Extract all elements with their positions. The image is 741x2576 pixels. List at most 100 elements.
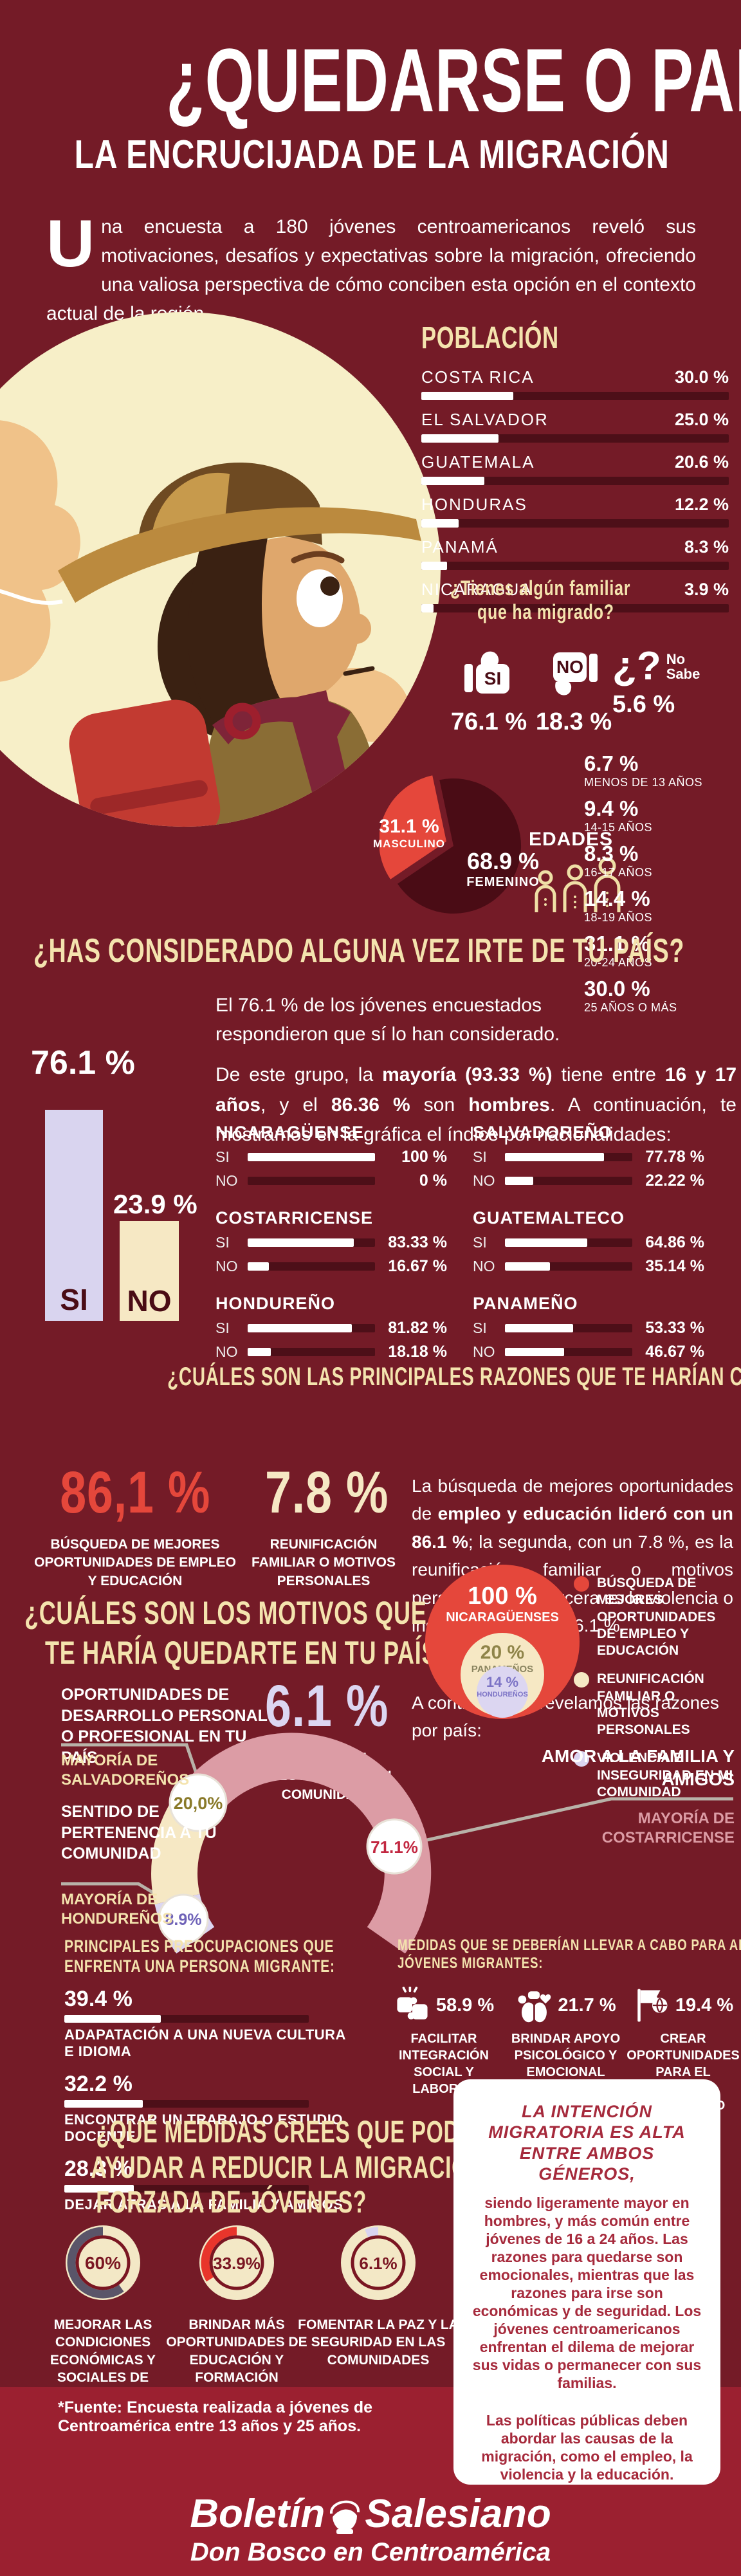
age-value: 30.0 % (584, 977, 650, 1000)
apoyo-value: 21.7 % (558, 1994, 616, 2016)
conclusion-box: LA INTENCIÓN MIGRATORIA ES ALTA ENTRE AM… (453, 2079, 720, 2485)
si-bar-label: SI (60, 1283, 88, 1316)
no-row: NO 0 % (215, 1172, 447, 1190)
preocupaciones-title2: ENFRENTA UNA PERSONA MIGRANTE: (64, 1956, 335, 1976)
gauge-sub-salvadorenos: MAYORÍA DE SALVADOREÑOS (61, 1752, 190, 1789)
age-value: 9.4 % (584, 796, 639, 820)
considerado-p1: El 76.1 % de los jóvenes encuestados res… (215, 995, 560, 1045)
poblacion-row: GUATEMALA 20.6 % (421, 452, 729, 485)
nosabe-label1: No (666, 650, 686, 667)
svg-text:8.9%: 8.9% (165, 1911, 202, 1929)
intro-text: na encuesta a 180 jóvenes centroamerican… (46, 216, 696, 324)
no-row: NO 16.67 % (215, 1257, 447, 1275)
masc-value: 31.1 % (379, 816, 439, 837)
gauge-label-pertenencia: SENTIDO DE PERTENENCIA A TU COMUNIDAD (61, 1803, 217, 1863)
si-row: SI 83.33 % (215, 1233, 447, 1251)
brand-boletin: Boletín (190, 2492, 325, 2536)
boy-illustration-art (0, 420, 421, 827)
country-label: COSTA RICA (421, 367, 535, 387)
no-row: NO 18.18 % (215, 1343, 447, 1361)
footer-logo: Boletín Salesiano Don Bosco en Centroamé… (0, 2491, 741, 2567)
apoyo-value: 19.4 % (675, 1994, 734, 2016)
legend-dot (574, 1576, 589, 1592)
preocupaciones-section: PRINCIPALES PREOCUPACIONES QUE ENFRENTA … (64, 1937, 347, 2213)
legend-item: VIOLENCIA E INSEGURIDAD EN MI COMUNIDAD (574, 1750, 738, 1801)
razon-value: 7.8 % (265, 1460, 389, 1525)
nacionalidad-name: GUATEMALTECO (473, 1208, 625, 1228)
preocupacion-value: 32.2 % (64, 2072, 133, 2096)
poblacion-section: POBLACIÓN COSTA RICA 30.0 % EL SALVADOR 25… (421, 320, 729, 622)
considerado-no-value: 23.9 % (113, 1189, 197, 1219)
nacionalidad-name: COSTARRICENSE (215, 1208, 374, 1228)
age-value: 14.4 % (584, 887, 650, 910)
country-label: NICARAGUA (421, 580, 533, 599)
preocupacion-bar (64, 2015, 309, 2023)
pais-circle-value: 14 % (486, 1674, 519, 1690)
country-bar (421, 604, 729, 612)
apoyo-title1: MEDIDAS QUE SE DEBERÍAN LLEVAR A CABO PA… (398, 1937, 741, 1954)
donut-label: FOMENTAR LA PAZ Y LA SEGURIDAD EN LAS CO… (298, 2317, 459, 2368)
preocupacion-label: ENCONTRAR UN TRABAJO O ESTUDIO DOCENTE (64, 2111, 343, 2144)
country-label: PANAMÁ (421, 537, 499, 557)
familiar-heading-line1: ¿Tienes algún familiar (450, 576, 631, 600)
country-value: 25.0 % (674, 410, 729, 429)
nosabe-label2: Sabe (666, 665, 700, 682)
preocupacion-item: 39.4 % ADAPATACIÓN A UNA NUEVA CULTURA E… (64, 1987, 347, 2060)
reducir-title: ¿QUÉ MEDIDAS CREES QUE PODRÍAN AYUDAR A … (6, 2115, 513, 2221)
razon-stat-2: 7.8 % REUNIFICACIÓN FAMILIAR O MOTIVOS P… (250, 1459, 398, 1590)
apoyo-item: 58.9 % FACILITAR INTEGRACIÓN SOCIAL Y LA… (386, 1987, 502, 2097)
conclusion-p1: siendo ligeramente mayor en hombres, y m… (472, 2194, 702, 2392)
pais-circle-honduras: 14 % HONDUREÑOS (477, 1666, 528, 1718)
apoyo-value: 58.9 % (435, 1994, 495, 2016)
country-bar (421, 434, 729, 443)
familiar-si-value: 76.1 % (450, 708, 527, 735)
familiar-no: NO 18.3 % (535, 645, 612, 736)
motivos-gauge-chart: 20,0% 8.9% 71.1% (151, 1733, 432, 1954)
familiar-si: SI 76.1 % (450, 645, 527, 736)
razones-title: ¿CUÁLES SON LAS PRINCIPALES RAZONES QUE … (167, 1363, 741, 1391)
svg-text:20,0%: 20,0% (174, 1794, 223, 1813)
legend-dot (574, 1751, 589, 1767)
apoyo-label: FACILITAR INTEGRACIÓN SOCIAL Y LABORAL (399, 2032, 489, 2096)
donut-chart-educacion: 33.9% (199, 2225, 274, 2300)
preocupacion-item: 28.3 % DEJAR ATRÁS A LA FAMILIA Y AMIGOS (64, 2157, 347, 2213)
thumb-down-icon: NO (553, 652, 598, 695)
mind-icon (518, 1991, 551, 2023)
pais-circle-value: 100 % (468, 1583, 537, 1610)
edades-list: 6.7 % MENOS DE 13 AÑOS 9.4 % 14-15 AÑOS … (584, 751, 741, 1015)
nacionalidad-name: PANAMEÑO (473, 1294, 578, 1313)
considerado-si-bar: SI (45, 1110, 103, 1321)
considerado-no-bar: NO (120, 1221, 179, 1321)
svg-text:71.1%: 71.1% (370, 1837, 418, 1857)
pais-legend: BÚSQUEDA DE MEJORES OPORTUNIDADES DE EMP… (574, 1575, 738, 1812)
nacionalidad-cell: SALVADOREÑO SI 77.78 % NO 22.22 % (473, 1123, 704, 1190)
reducir-title2: AYUDAR A REDUCIR LA MIGRACIÓN (91, 2150, 485, 2185)
nacionalidad-cell: PANAMEÑO SI 53.33 % NO 46.67 % (473, 1294, 704, 1361)
svg-text:60%: 60% (85, 2253, 121, 2273)
razon-label: BÚSQUEDA DE MEJORES OPORTUNIDADES DE EMP… (34, 1537, 236, 1588)
legend-item: BÚSQUEDA DE MEJORES OPORTUNIDADES DE EMP… (574, 1575, 738, 1659)
apoyo-section: MEDIDAS QUE SE DEBERÍAN LLEVAR A CABO PA… (398, 1937, 741, 1973)
razon-value: 6.1 % (265, 1673, 389, 1739)
nacionalidad-cell: HONDUREÑO SI 81.82 % NO 18.18 % (215, 1294, 447, 1361)
preocupacion-value: 39.4 % (64, 1987, 133, 2011)
people-icon (535, 857, 621, 912)
country-bar (421, 477, 729, 485)
svg-text:6.1%: 6.1% (359, 2254, 397, 2273)
legend-dot (574, 1672, 589, 1688)
title-text: ¿QUEDARSE O PARTIR?, (166, 30, 741, 131)
country-value: 12.2 % (674, 495, 729, 514)
gauge-label-oportunidades: OPORTUNIDADES DE DESARROLLO PERSONAL O P… (61, 1686, 268, 1767)
familiar-section: ¿Tienes algún familiar que ha migrado? (450, 576, 733, 624)
boy-illustration (0, 312, 441, 827)
age-item: 6.7 % MENOS DE 13 AÑOS (584, 751, 741, 789)
pais-circle-label: HONDUREÑOS (477, 1691, 528, 1698)
fem-label: FEMENINO (466, 875, 540, 889)
familiar-nosabe: ¿? No Sabe 5.6 % (612, 647, 735, 719)
country-value: 3.9 % (684, 580, 729, 599)
si-row: SI 100 % (215, 1148, 447, 1166)
age-label: MENOS DE 13 AÑOS (584, 776, 703, 789)
gauge-sub-hondurenos: MAYORÍA DE HONDUREÑOS (61, 1891, 173, 1927)
preocupacion-item: 32.2 % ENCONTRAR UN TRABAJO O ESTUDIO DO… (64, 2072, 347, 2145)
